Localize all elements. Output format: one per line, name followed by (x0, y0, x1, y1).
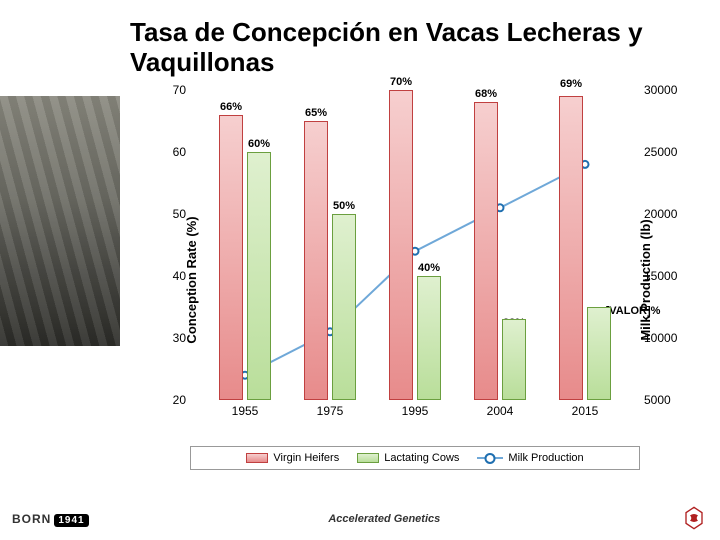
xtick: 2004 (470, 404, 530, 418)
ytick-left: 30 (158, 331, 186, 345)
side-photo (0, 96, 120, 346)
ytick-right: 10000 (644, 331, 686, 345)
slide-title: Tasa de Concepción en Vacas Lecheras y V… (130, 18, 700, 78)
ytick-right: 30000 (644, 83, 686, 97)
logo-accelerated: Accelerated Genetics (328, 513, 440, 525)
bar (474, 102, 498, 400)
legend-swatch (357, 453, 379, 463)
bar (304, 121, 328, 400)
category-group (555, 90, 615, 400)
ytick-left: 20 (158, 393, 186, 407)
logo-born-text: BORN (12, 512, 51, 526)
legend-label: Milk Production (508, 452, 583, 464)
legend-line-swatch (477, 457, 503, 459)
category-group (215, 90, 275, 400)
data-label: 69% (560, 78, 582, 90)
legend-label: Lactating Cows (384, 452, 459, 464)
xtick: 1975 (300, 404, 360, 418)
ytick-right: 25000 (644, 145, 686, 159)
ytick-right: 5000 (644, 393, 686, 407)
logo-born-year: 1941 (54, 514, 88, 527)
bar (389, 90, 413, 400)
category-group (300, 90, 360, 400)
ytick-left: 60 (158, 145, 186, 159)
footer: BORN1941 Accelerated Genetics (12, 506, 708, 532)
legend-item-heifers: Virgin Heifers (246, 452, 339, 464)
slide: Tasa de Concepción en Vacas Lecheras y V… (0, 0, 720, 540)
legend-swatch (246, 453, 268, 463)
ytick-left: 40 (158, 269, 186, 283)
ytick-left: 50 (158, 207, 186, 221)
xtick: 1995 (385, 404, 445, 418)
legend-item-milk: Milk Production (477, 452, 583, 464)
plot-area: 2030405060705000100001500020000250003000… (190, 90, 640, 400)
bar (587, 307, 611, 400)
bar (502, 319, 526, 400)
ytick-right: 15000 (644, 269, 686, 283)
data-label: 70% (390, 76, 412, 88)
bar (417, 276, 441, 400)
ytick-left: 70 (158, 83, 186, 97)
xtick: 1955 (215, 404, 275, 418)
bar (332, 214, 356, 400)
ytick-right: 20000 (644, 207, 686, 221)
legend-item-lactating: Lactating Cows (357, 452, 459, 464)
bar (559, 96, 583, 400)
chart: Conception Rate (%) Milk Production (lb)… (130, 90, 700, 470)
category-group (470, 90, 530, 400)
legend: Virgin Heifers Lactating Cows Milk Produ… (190, 446, 640, 470)
legend-label: Virgin Heifers (273, 452, 339, 464)
xtick: 2015 (555, 404, 615, 418)
category-group (385, 90, 445, 400)
logo-born: BORN1941 (12, 512, 89, 527)
bar (247, 152, 271, 400)
bar (219, 115, 243, 400)
logo-select-sires (680, 506, 708, 533)
